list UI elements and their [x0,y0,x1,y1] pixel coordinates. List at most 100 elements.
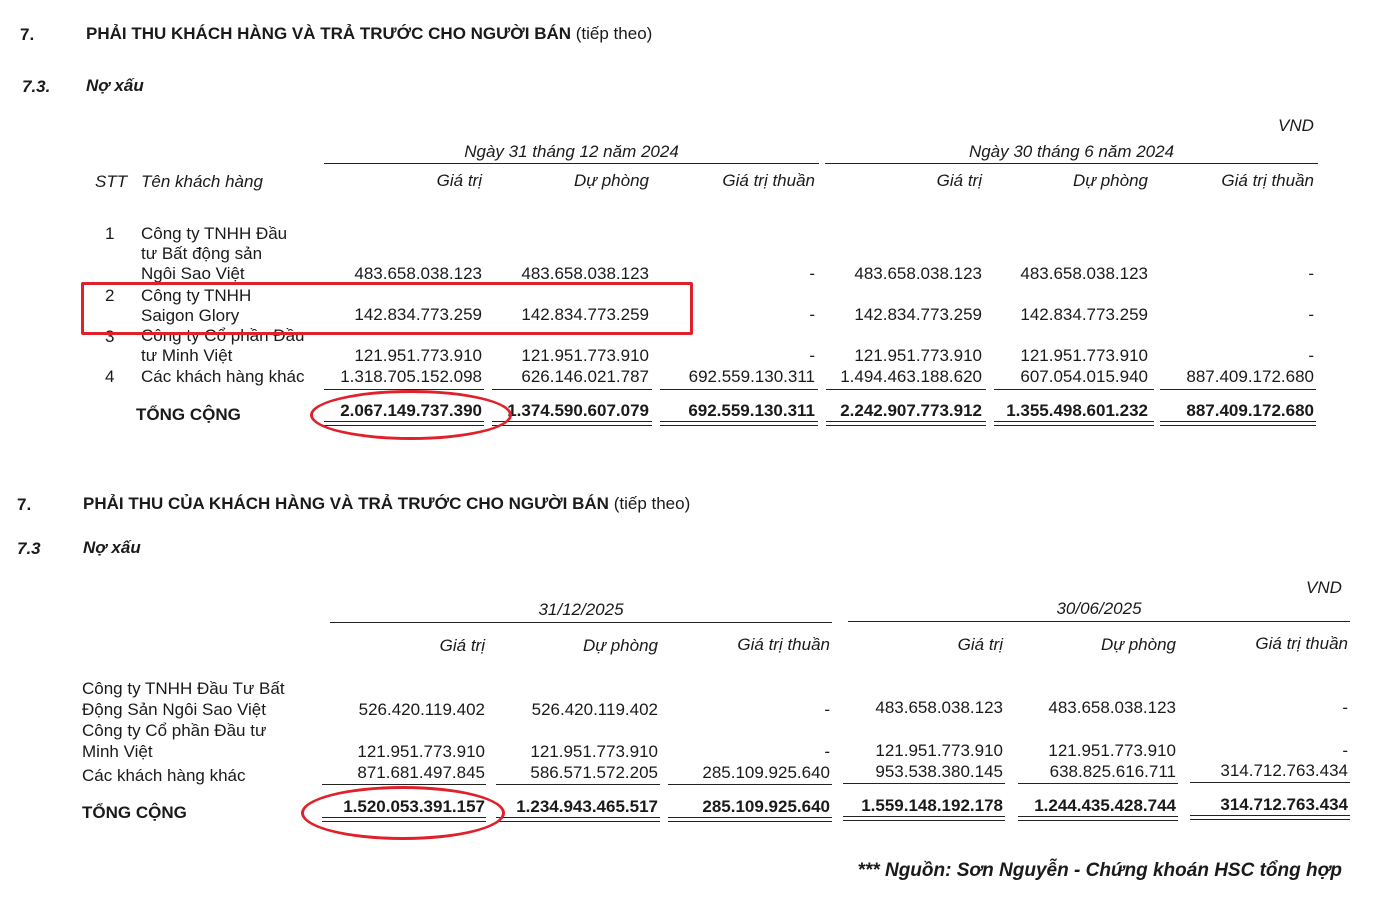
section-number: 7. [20,25,35,44]
cell-net-2: - [1342,698,1348,717]
cell-provision-2: 607.054.015.940 [1020,367,1148,386]
subsection-number: 7.3. [22,77,51,96]
section-title-suffix: (tiếp theo) [575,24,653,43]
cell-value-1: 142.834.773.259 [354,305,482,324]
row-stt: 3 [105,327,115,346]
col-header-net-1: Giá trị thuần [722,171,815,190]
col-header-provision-1: Dự phòng [582,636,658,655]
total-label: TỔNG CỘNG [82,803,187,822]
cell-net-2: - [1308,264,1314,283]
row-stt: 1 [105,224,115,243]
total-provision-1: 1.234.943.465.517 [516,797,658,816]
subtotal-rule [668,784,832,785]
total-double-rule [826,421,986,426]
row-name-line: Saigon Glory [141,306,240,325]
col-header-net-2: Giá trị thuần [1255,634,1348,653]
cell-net-2: - [1342,741,1348,760]
cell-value-1: 871.681.497.845 [357,763,485,782]
cell-provision-2: 483.658.038.123 [1048,698,1176,717]
total-double-rule [660,421,818,426]
subtotal-rule [322,784,486,785]
subtotal-rule [660,389,818,390]
section-title: PHẢI THU CỦA KHÁCH HÀNG VÀ TRẢ TRƯỚC CHO… [83,494,690,514]
total-double-rule [492,421,652,426]
cell-net-1: - [824,700,830,719]
subtotal-rule [1190,782,1350,783]
subsection-title: Nợ xấu [86,76,144,95]
cell-net-1: 692.559.130.311 [688,367,815,386]
subtotal-rule [826,389,986,390]
subtotal-rule [1018,783,1178,784]
total-double-rule [843,816,1005,821]
total-net-1: 692.559.130.311 [688,401,815,420]
cell-net-1: 285.109.925.640 [702,763,830,782]
row-name-line: tư Minh Việt [141,346,233,365]
cell-provision-1: 626.146.021.787 [521,367,649,386]
col-header-value-2: Giá trị [936,171,982,190]
total-double-rule [1160,421,1316,426]
subtotal-rule [1160,389,1316,390]
col-header-net-1: Giá trị thuần [737,635,830,654]
col-header-value-1: Giá trị [436,171,482,190]
cell-value-1: 1.318.705.152.098 [340,367,482,386]
cell-provision-1: 121.951.773.910 [530,742,658,761]
row-name-line: Minh Việt [82,742,153,761]
row-name-line: Công ty Cổ phần Đầu [141,326,305,345]
col-header-provision-2: Dự phòng [1072,171,1148,190]
cell-value-2: 953.538.380.145 [875,762,1003,781]
section-title: PHẢI THU KHÁCH HÀNG VÀ TRẢ TRƯỚC CHO NGƯ… [86,24,652,44]
subtotal-rule [843,783,1005,784]
cell-value-2: 1.494.463.188.620 [840,367,982,386]
row-stt: 4 [105,367,115,386]
total-double-rule [994,421,1154,426]
total-provision-2: 1.355.498.601.232 [1006,401,1148,420]
cell-value-1: 483.658.038.123 [354,264,482,283]
total-provision-2: 1.244.435.428.744 [1034,796,1176,815]
cell-value-2: 483.658.038.123 [854,264,982,283]
row-name-line: Ngôi Sao Việt [141,264,245,283]
period-header-1: 31/12/2025 [538,600,624,619]
cell-provision-1: 586.571.572.205 [530,763,658,782]
total-label: TỔNG CỘNG [136,405,241,424]
cell-provision-2: 121.951.773.910 [1048,741,1176,760]
cell-provision-1: 526.420.119.402 [531,700,658,719]
subtotal-rule [994,389,1154,390]
col-header-stt: STT [95,172,128,191]
col-header-value-1: Giá trị [439,636,485,655]
cell-provision-1: 483.658.038.123 [521,264,649,283]
cell-value-1: 121.951.773.910 [354,346,482,365]
row-stt: 2 [105,286,115,305]
highlight-box [81,282,693,335]
cell-provision-2: 483.658.038.123 [1020,264,1148,283]
total-net-2: 887.409.172.680 [1186,401,1314,420]
currency-label: VND [1306,578,1342,597]
row-name-line: tư Bất động sản [141,244,263,263]
total-double-rule [668,817,832,822]
subsection-title: Nợ xấu [83,538,141,557]
row-name-line: Công ty Cổ phần Đầu tư [82,721,267,740]
cell-value-2: 121.951.773.910 [875,741,1003,760]
cell-net-1: - [809,346,815,365]
total-value-2: 1.559.148.192.178 [861,796,1003,815]
cell-net-1: - [824,742,830,761]
subtotal-rule [496,784,660,785]
row-name-line: Công ty TNHH Đầu [141,224,288,243]
cell-value-2: 483.658.038.123 [875,698,1003,717]
col-header-provision-2: Dự phòng [1100,635,1176,654]
cell-provision-2: 121.951.773.910 [1020,346,1148,365]
highlight-oval [310,390,512,440]
section-title-text: PHẢI THU CỦA KHÁCH HÀNG VÀ TRẢ TRƯỚC CHO… [83,494,609,513]
source-note: *** Nguồn: Sơn Nguyễn - Chứng khoán HSC … [857,860,1342,881]
total-net-2: 314.712.763.434 [1220,795,1348,814]
section-title-text: PHẢI THU KHÁCH HÀNG VÀ TRẢ TRƯỚC CHO NGƯ… [86,24,572,43]
cell-net-1: - [809,264,815,283]
cell-provision-1: 121.951.773.910 [521,346,649,365]
currency-label: VND [1278,116,1314,135]
cell-provision-1: 142.834.773.259 [521,305,649,324]
total-double-rule [496,817,660,822]
row-name-line: Động Sản Ngôi Sao Việt [82,700,266,719]
period-underline-1 [324,163,819,164]
cell-value-1: 121.951.773.910 [357,742,485,761]
cell-net-2: - [1308,305,1314,324]
period-underline-2 [825,163,1318,164]
